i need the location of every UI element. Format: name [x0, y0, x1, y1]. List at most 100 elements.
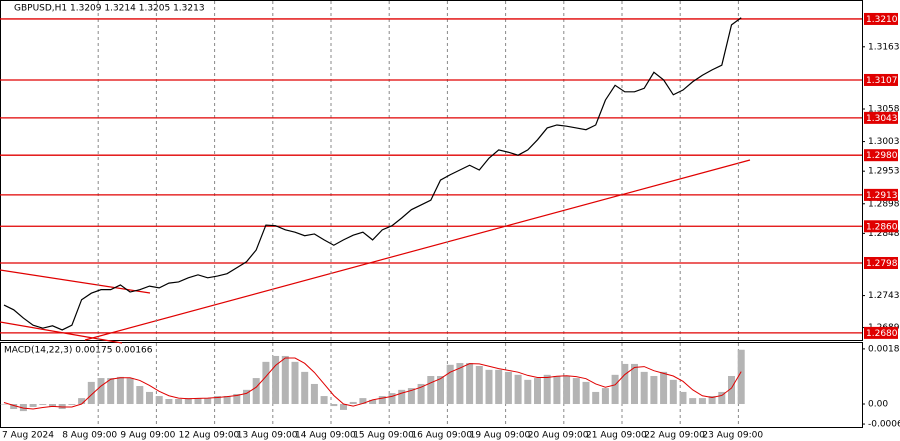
- histogram-bar: [204, 398, 212, 405]
- histogram-bar: [223, 396, 231, 405]
- histogram-bar: [407, 388, 415, 405]
- level-label: 1.2980: [866, 151, 898, 161]
- level-label: 1.2680: [866, 329, 898, 339]
- histogram-bar: [650, 376, 658, 405]
- level-label-box: [864, 73, 898, 86]
- histogram-bar: [582, 381, 590, 405]
- histogram-bar: [660, 371, 668, 405]
- macd-title: MACD(14,22,3) 0.00175 0.00166: [4, 346, 153, 356]
- histogram-bar: [184, 398, 192, 405]
- x-tick-label: 16 Aug 09:00: [411, 431, 472, 441]
- histogram-bar: [340, 404, 347, 410]
- histogram-bar: [640, 371, 648, 405]
- histogram-bar: [0, 404, 8, 405]
- x-tick-label: 12 Aug 09:00: [179, 431, 240, 441]
- histogram-bar: [146, 391, 153, 405]
- histogram-bar: [107, 378, 115, 405]
- price-panel: [0, 0, 863, 341]
- histogram-bar: [136, 386, 144, 405]
- trend-line: [0, 269, 151, 294]
- histogram-bar: [49, 404, 56, 407]
- level-label-box: [864, 256, 898, 269]
- histogram-bar: [572, 378, 580, 405]
- histogram-bar: [213, 396, 221, 405]
- x-tick-label: 13 Aug 09:00: [237, 431, 298, 441]
- histogram-bar: [456, 363, 464, 405]
- histogram-bar: [87, 381, 95, 405]
- histogram-bar: [19, 404, 27, 412]
- histogram-bar: [175, 399, 183, 405]
- x-tick-label: 8 Aug 09:00: [62, 431, 117, 441]
- histogram-bar: [252, 378, 260, 405]
- histogram-bar: [475, 365, 483, 405]
- histogram-bar: [369, 399, 377, 405]
- histogram-bar: [194, 398, 202, 405]
- level-label: 1.3107: [866, 76, 898, 86]
- histogram-bar: [330, 404, 338, 407]
- histogram-bar: [514, 374, 522, 405]
- histogram-bar: [698, 398, 706, 405]
- y-tick-label: 1.2743: [868, 291, 900, 301]
- histogram-bar: [29, 404, 37, 407]
- histogram-bar: [728, 376, 735, 405]
- histogram-bar: [611, 374, 619, 405]
- histogram-bar: [78, 398, 86, 405]
- y-tick-label: 1.2898: [868, 199, 900, 209]
- histogram-bar: [281, 355, 289, 405]
- y-tick-label: 1.3003: [868, 137, 900, 147]
- histogram-bar: [485, 369, 493, 405]
- histogram-bar: [563, 376, 571, 405]
- histogram-bar: [524, 379, 532, 405]
- histogram-bar: [543, 374, 551, 405]
- histogram-bar: [437, 376, 444, 405]
- signal-line: [3, 357, 742, 410]
- y-tick-label: 1.2848: [868, 229, 900, 239]
- level-label-box: [864, 188, 898, 201]
- histogram-bar: [631, 363, 638, 405]
- trend-line: [84, 159, 751, 341]
- histogram-bar: [504, 371, 512, 405]
- histogram-bar: [679, 391, 687, 405]
- y-tick-label: 1.3058: [868, 104, 900, 114]
- x-tick-label: 14 Aug 09:00: [295, 431, 356, 441]
- histogram-bar: [243, 389, 250, 405]
- x-tick-label: 15 Aug 09:00: [353, 431, 414, 441]
- histogram-bar: [601, 388, 609, 405]
- histogram-bar: [621, 363, 629, 405]
- level-label-box: [864, 326, 898, 339]
- histogram-bar: [310, 383, 318, 405]
- y-tick-label: 0.00187: [868, 344, 900, 354]
- x-tick-label: 22 Aug 09:00: [644, 431, 705, 441]
- histogram-bar: [291, 361, 299, 405]
- histogram-bar: [262, 361, 270, 405]
- x-tick-label: 19 Aug 09:00: [470, 431, 531, 441]
- histogram-bar: [68, 404, 76, 405]
- level-label-box: [864, 12, 898, 25]
- level-label: 1.2798: [866, 259, 898, 269]
- histogram-bar: [10, 404, 18, 410]
- y-tick-label: 0.00: [868, 400, 888, 410]
- y-tick-label: 1.3163: [868, 42, 900, 52]
- histogram-bar: [301, 371, 309, 405]
- histogram-bar: [165, 399, 173, 405]
- chart-title: GBPUSD,H1 1.3209 1.3214 1.3205 1.3213: [14, 4, 205, 14]
- price-line: [3, 17, 742, 331]
- histogram-bar: [39, 404, 47, 405]
- level-label-box: [864, 111, 898, 124]
- histogram-bar: [378, 396, 386, 405]
- histogram-bar: [718, 391, 726, 405]
- histogram-bar: [417, 383, 425, 405]
- histogram-bar: [398, 389, 406, 405]
- y-tick-label: 1.2953: [868, 167, 900, 177]
- histogram-bar: [534, 378, 541, 405]
- histogram-bar: [349, 401, 357, 405]
- level-label: 1.3043: [866, 114, 898, 124]
- histogram-bar: [495, 369, 503, 405]
- histogram-bar: [155, 396, 163, 405]
- histogram-bar: [126, 378, 134, 405]
- histogram-bar: [388, 393, 396, 405]
- histogram-bar: [320, 396, 328, 405]
- histogram-bar: [97, 378, 105, 405]
- histogram-bar: [737, 349, 745, 405]
